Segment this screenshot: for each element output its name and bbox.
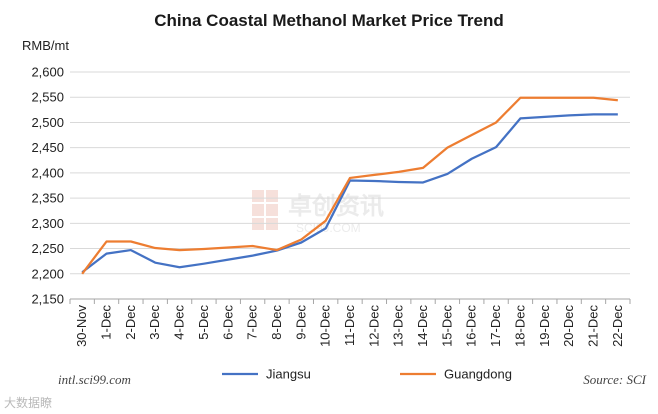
y-tick-label: 2,150	[31, 292, 64, 307]
y-axis-unit-label: RMB/mt	[22, 38, 69, 53]
chart-title: China Coastal Methanol Market Price Tren…	[154, 11, 504, 30]
x-tick-label: 30-Nov	[74, 305, 89, 347]
y-tick-label: 2,250	[31, 241, 64, 256]
legend: Jiangsu Guangdong	[222, 367, 512, 382]
x-tick-label: 6-Dec	[220, 305, 235, 340]
y-axis: 2,150 2,200 2,250 2,300 2,350 2,400 2,450 2,500…	[31, 65, 64, 307]
y-tick-label: 2,600	[31, 65, 64, 80]
website-credit: intl.sci99.com	[58, 372, 131, 387]
x-tick-label: 18-Dec	[512, 305, 527, 347]
x-tick-label: 4-Dec	[172, 305, 187, 340]
y-tick-label: 2,450	[31, 140, 64, 155]
x-tick-label: 2-Dec	[123, 305, 138, 340]
x-tick-label: 5-Dec	[196, 305, 211, 340]
y-tick-label: 2,350	[31, 191, 64, 206]
y-tick-label: 2,500	[31, 115, 64, 130]
legend-label: Guangdong	[444, 367, 512, 382]
series-lines	[81, 96, 618, 275]
y-tick-label: 2,400	[31, 165, 64, 180]
x-tick-label: 12-Dec	[366, 305, 381, 347]
x-tick-label: 10-Dec	[318, 305, 333, 347]
x-tick-label: 21-Dec	[585, 305, 600, 347]
x-tick-label: 16-Dec	[464, 305, 479, 347]
watermark-logo-icon	[252, 190, 278, 230]
bottom-watermark: 大数据瞭	[4, 396, 53, 410]
x-tick-label: 8-Dec	[269, 305, 284, 340]
x-tick-label: 15-Dec	[439, 305, 454, 347]
x-tick-label: 1-Dec	[99, 305, 114, 340]
x-tick-label: 22-Dec	[610, 305, 625, 347]
y-tick-label: 2,300	[31, 216, 64, 231]
x-tick-label: 14-Dec	[415, 305, 430, 347]
y-tick-label: 2,200	[31, 266, 64, 281]
y-tick-label: 2,550	[31, 90, 64, 105]
x-tick-label: 13-Dec	[391, 305, 406, 347]
legend-label: Jiangsu	[266, 367, 311, 382]
x-tick-label: 20-Dec	[561, 305, 576, 347]
x-tick-label: 17-Dec	[488, 305, 503, 347]
center-watermark: 卓创资讯 SCI99.COM	[252, 190, 384, 235]
series-line-guangdong	[81, 96, 618, 275]
x-tick-label: 19-Dec	[537, 305, 552, 347]
x-tick-label: 11-Dec	[342, 305, 357, 346]
x-axis: 30-Nov 1-Dec 2-Dec 3-Dec 4-Dec 5-Dec 6-Dec 7-De…	[69, 298, 631, 347]
gridlines	[70, 71, 630, 300]
x-tick-label: 9-Dec	[293, 305, 308, 340]
x-tick-label: 7-Dec	[245, 305, 260, 340]
source-credit: Source: SCI	[583, 372, 646, 387]
x-tick-label: 3-Dec	[147, 305, 162, 340]
